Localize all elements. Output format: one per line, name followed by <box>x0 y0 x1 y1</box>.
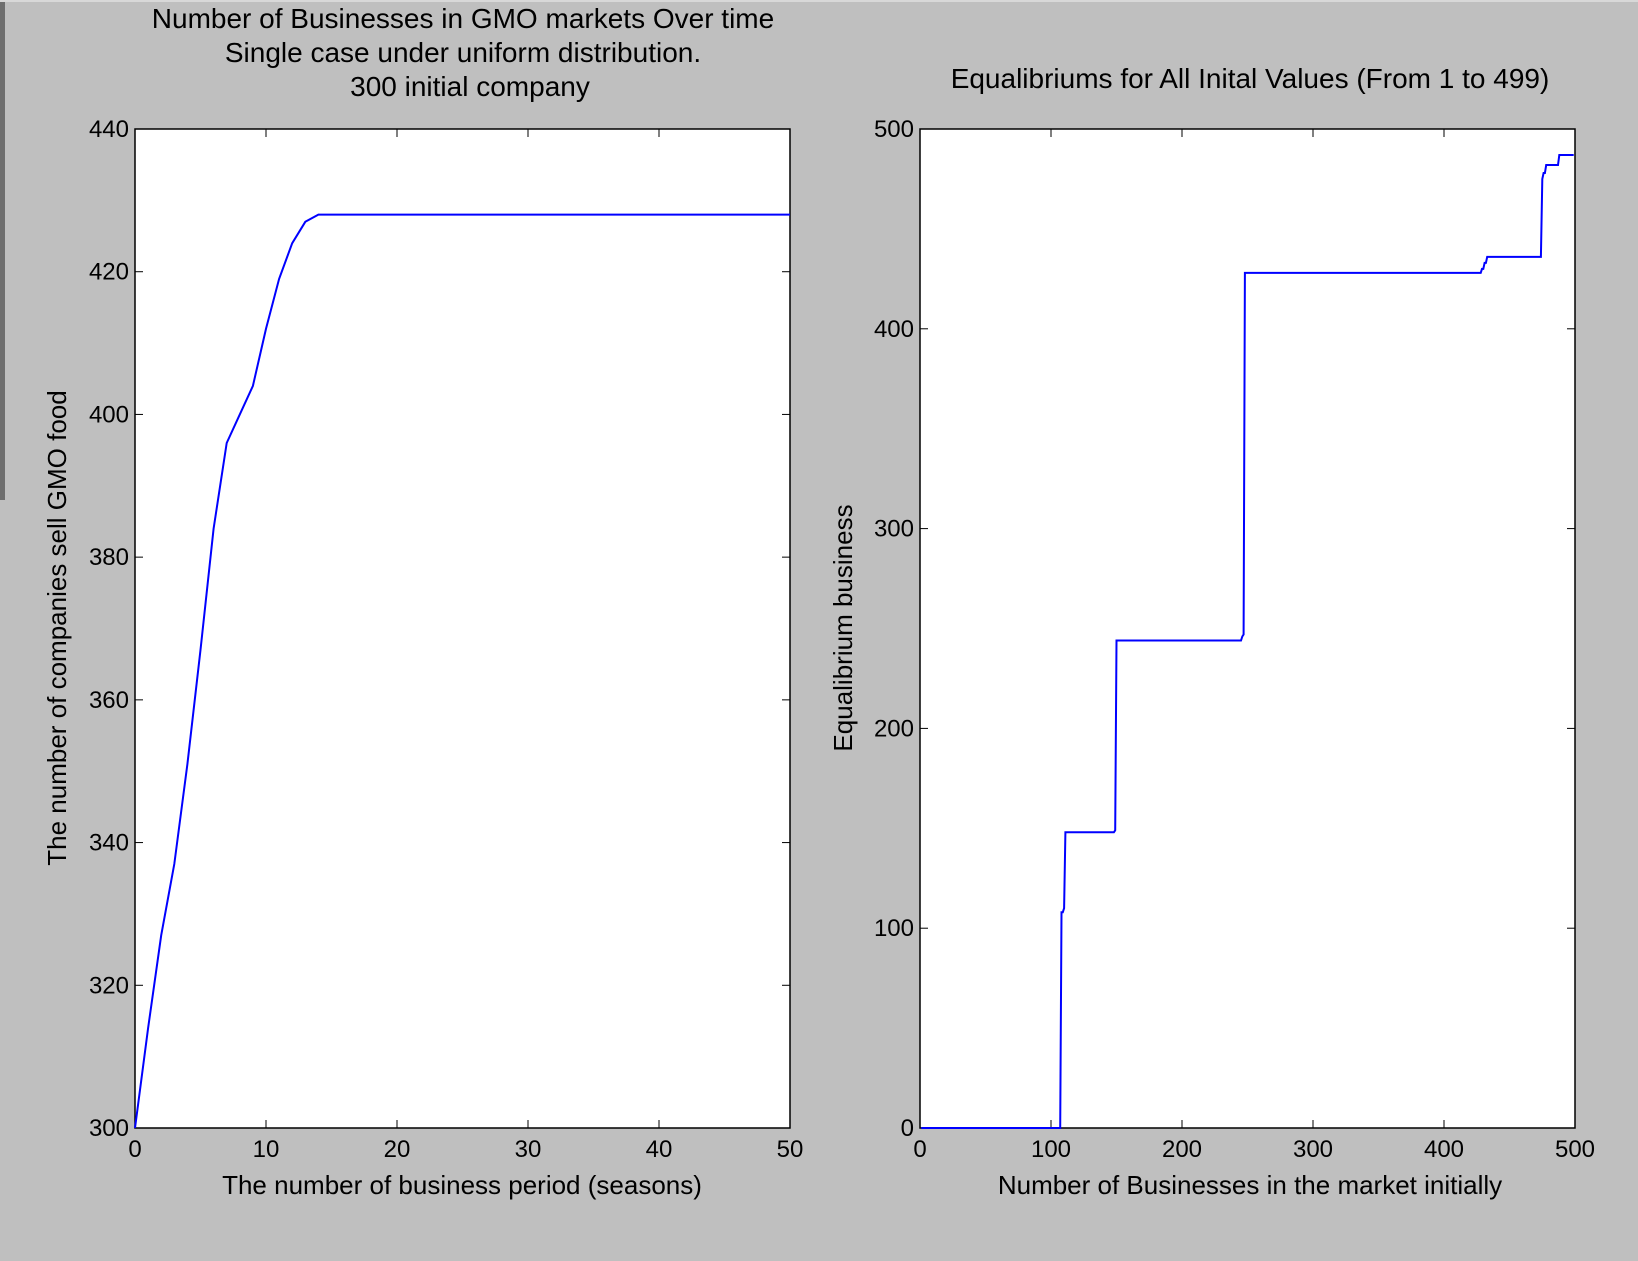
left-chart-y-tick-label: 360 <box>89 687 129 714</box>
left-chart-x-tick-label: 30 <box>515 1136 542 1163</box>
right-chart-ticks: 0 100 200 300 400 500 0 100 200 300 400 500 <box>874 116 1595 1163</box>
right-chart-y-axis-label: Equalibrium business <box>828 504 858 751</box>
left-chart-y-tick-label: 380 <box>89 544 129 571</box>
left-chart-y-tick-label: 300 <box>89 1115 129 1142</box>
right-chart-series-line <box>921 154 1574 1129</box>
left-chart-x-tick-label: 40 <box>646 1136 673 1163</box>
right-chart-x-tick-label: 0 <box>913 1136 926 1163</box>
left-chart-plot-area <box>134 128 791 1129</box>
left-chart-title-line-1: Number of Businesses in GMO markets Over… <box>152 3 774 34</box>
left-chart-y-tick-label: 440 <box>89 116 129 143</box>
right-chart-x-tick-label: 400 <box>1424 1136 1464 1163</box>
right-chart-x-tick-label: 100 <box>1031 1136 1071 1163</box>
left-chart-x-tick-label: 0 <box>128 1136 141 1163</box>
left-chart-x-tick-label: 50 <box>777 1136 804 1163</box>
right-chart-y-tick-label: 200 <box>874 715 914 742</box>
left-chart-x-tick-label: 10 <box>253 1136 280 1163</box>
right-chart: Equalibriums for All Inital Values (From… <box>828 63 1595 1200</box>
right-chart-y-tick-label: 300 <box>874 516 914 543</box>
left-chart-y-tick-label: 340 <box>89 830 129 857</box>
right-chart-y-tick-label: 400 <box>874 316 914 343</box>
right-chart-y-tick-label: 100 <box>874 915 914 942</box>
right-chart-x-tick-label: 500 <box>1555 1136 1595 1163</box>
left-chart-y-axis-label: The number of companies sell GMO food <box>42 390 72 865</box>
left-chart: Number of Businesses in GMO markets Over… <box>42 3 803 1200</box>
window-top-line <box>0 0 1638 2</box>
left-chart-series-line <box>134 213 790 1129</box>
left-chart-y-tick-label: 320 <box>89 972 129 999</box>
right-chart-x-tick-label: 300 <box>1293 1136 1333 1163</box>
left-chart-ticks: 0 10 20 30 40 50 300 320 340 360 380 400 420 440 <box>89 116 803 1163</box>
window-edge-strip <box>0 0 5 500</box>
left-chart-y-tick-label: 400 <box>89 401 129 428</box>
right-chart-plot-area <box>919 128 1576 1129</box>
left-chart-x-axis-label: The number of business period (seasons) <box>222 1170 702 1200</box>
right-chart-title: Equalibriums for All Inital Values (From… <box>951 63 1550 94</box>
left-chart-title-line-2: Single case under uniform distribution. <box>225 37 701 68</box>
left-chart-title-line-3: 300 initial company <box>350 71 590 102</box>
right-chart-x-tick-label: 200 <box>1162 1136 1202 1163</box>
right-chart-y-tick-label: 0 <box>901 1115 914 1142</box>
left-chart-y-tick-label: 420 <box>89 259 129 286</box>
right-chart-x-axis-label: Number of Businesses in the market initi… <box>998 1170 1502 1200</box>
right-chart-y-tick-label: 500 <box>874 116 914 143</box>
left-chart-x-tick-label: 20 <box>384 1136 411 1163</box>
